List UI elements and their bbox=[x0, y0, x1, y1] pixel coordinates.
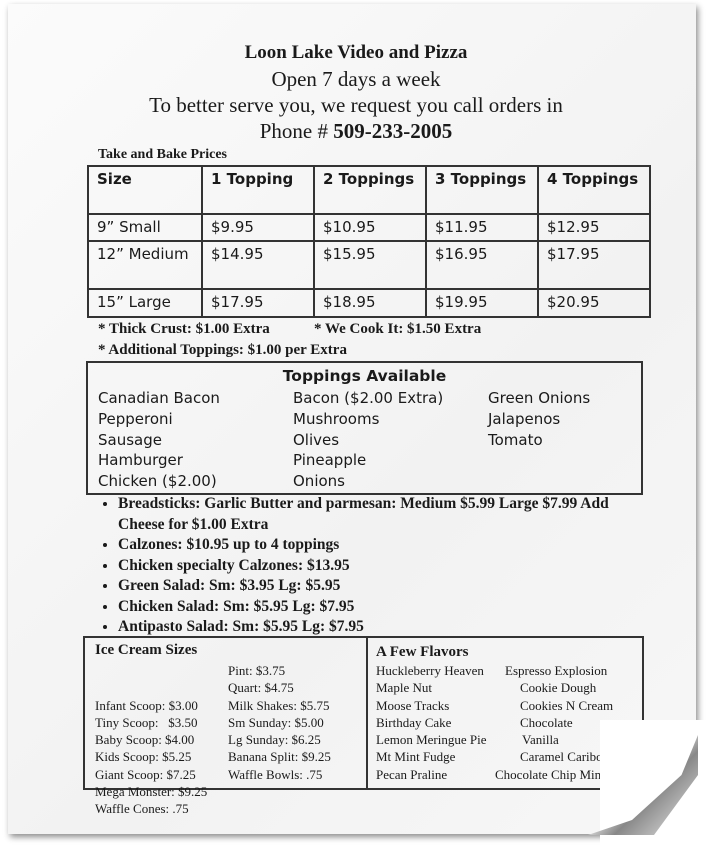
column-header: 4 Toppings bbox=[537, 165, 651, 215]
ice-cream-item: Milk Shakes: $5.75 bbox=[228, 697, 330, 713]
table-row: 9” Small $9.95 $10.95 $11.95 $12.95 bbox=[87, 213, 651, 242]
column-header: 3 Toppings bbox=[425, 165, 539, 215]
table-cell: $15.95 bbox=[313, 240, 427, 290]
flavor-item: Pecan Praline bbox=[376, 766, 448, 782]
table-cell: $20.95 bbox=[537, 288, 651, 318]
toppings-column-1: Canadian Bacon Pepperoni Sausage Hamburger C… bbox=[98, 388, 220, 492]
ice-cream-box: Ice Cream Sizes Infant Scoop: $3.00 Tiny … bbox=[83, 636, 644, 816]
ice-cream-item: Baby Scoop: $4.00 bbox=[95, 732, 195, 748]
column-header: Size bbox=[87, 165, 203, 215]
ice-cream-column-2: Pint: $3.75 Quart: $4.75 Milk Shakes: $5.7… bbox=[228, 662, 331, 783]
flavors-column-1: Huckleberry Heaven Maple Nut Moose Tracks B… bbox=[376, 662, 486, 783]
ice-cream-item: Pint: $3.75 bbox=[228, 663, 286, 678]
flavor-item: Cookie Dough bbox=[520, 680, 597, 696]
phone-number: 509-233-2005 bbox=[333, 119, 453, 143]
topping-item: Olives bbox=[293, 430, 340, 449]
flavor-item: Huckleberry Heaven bbox=[376, 663, 484, 678]
list-item: Chicken Salad: Sm: $5.95 Lg: $7.95 bbox=[118, 597, 638, 618]
table-cell: $14.95 bbox=[201, 240, 315, 290]
topping-item: Green Onions bbox=[488, 389, 591, 407]
flavors-column-2: Espresso Explosion Cookie Dough Cookies N … bbox=[495, 662, 614, 783]
flavors-title: A Few Flavors bbox=[376, 644, 469, 660]
ice-cream-item: Infant Scoop: $3.00 bbox=[95, 697, 198, 713]
hours: Open 7 days a week bbox=[271, 67, 441, 91]
table-cell: $12.95 bbox=[537, 213, 651, 242]
price-table: Size 1 Topping 2 Toppings 3 Toppings 4 T… bbox=[87, 165, 651, 318]
flavor-item: Chocolate Chip Mint bbox=[495, 766, 605, 782]
topping-item: Chicken ($2.00) bbox=[98, 472, 217, 491]
flavor-item: Espresso Explosion bbox=[505, 663, 608, 678]
table-cell: 15” Large bbox=[87, 288, 203, 318]
topping-item: Sausage bbox=[98, 430, 162, 449]
ice-cream-item: Mega Monster: $9.25 bbox=[95, 784, 208, 800]
toppings-box: Toppings Available Canadian Bacon Peppero… bbox=[86, 361, 643, 495]
topping-item: Canadian Bacon bbox=[98, 389, 220, 407]
call-request: To better serve you, we request you call… bbox=[149, 93, 563, 117]
flavor-item: Lemon Meringue Pie bbox=[376, 732, 487, 748]
menu-page bbox=[8, 4, 696, 834]
topping-item: Bacon ($2.00 Extra) bbox=[293, 389, 444, 407]
topping-item: Mushrooms bbox=[293, 409, 380, 428]
ice-cream-item: Giant Scoop: $7.25 bbox=[95, 766, 196, 782]
table-row: 12” Medium $14.95 $15.95 $16.95 $17.95 bbox=[87, 240, 651, 290]
list-item: Antipasto Salad: Sm: $5.95 Lg: $7.95 bbox=[118, 617, 638, 638]
topping-item: Hamburger bbox=[98, 451, 183, 470]
topping-item: Tomato bbox=[488, 430, 543, 449]
table-cell: 9” Small bbox=[87, 213, 203, 242]
business-name: Loon Lake Video and Pizza bbox=[244, 42, 468, 63]
note-thick-crust: * Thick Crust: $1.00 Extra bbox=[98, 321, 270, 337]
column-header: 1 Topping bbox=[201, 165, 315, 215]
list-item: Green Salad: Sm: $3.95 Lg: $5.95 bbox=[118, 576, 638, 597]
column-header: 2 Toppings bbox=[313, 165, 427, 215]
ice-cream-item: Waffle Cones: .75 bbox=[95, 801, 189, 817]
flavor-item: Chocolate bbox=[520, 714, 573, 730]
table-cell: $11.95 bbox=[425, 213, 539, 242]
table-cell: $16.95 bbox=[425, 240, 539, 290]
ice-cream-title: Ice Cream Sizes bbox=[95, 642, 198, 658]
flavor-item: Mt Mint Fudge bbox=[376, 749, 456, 765]
table-cell: 12” Medium bbox=[87, 240, 203, 290]
table-header-row: Size 1 Topping 2 Toppings 3 Toppings 4 T… bbox=[87, 165, 651, 215]
list-item: Calzones: $10.95 up to 4 toppings bbox=[118, 535, 638, 556]
toppings-column-2: Bacon ($2.00 Extra) Mushrooms Olives Pineap… bbox=[293, 388, 443, 492]
phone-label: Phone # bbox=[259, 119, 334, 143]
ice-cream-item: Quart: $4.75 bbox=[228, 680, 294, 696]
flavor-item: Birthday Cake bbox=[376, 714, 452, 730]
take-and-bake-title: Take and Bake Prices bbox=[98, 147, 227, 162]
table-cell: $9.95 bbox=[201, 213, 315, 242]
divider bbox=[366, 638, 368, 788]
table-cell: $10.95 bbox=[313, 213, 427, 242]
ice-cream-column-1: Infant Scoop: $3.00 Tiny Scoop: $3.50 Baby… bbox=[95, 662, 207, 852]
topping-item: Jalapenos bbox=[488, 409, 561, 428]
table-cell: $17.95 bbox=[201, 288, 315, 318]
table-row: 15” Large $17.95 $18.95 $19.95 $20.95 bbox=[87, 288, 651, 318]
toppings-title: Toppings Available bbox=[282, 367, 447, 385]
ice-cream-item: Lg Sunday: $6.25 bbox=[228, 732, 321, 748]
note-additional-toppings: * Additional Toppings: $1.00 per Extra bbox=[98, 342, 347, 358]
list-item: Chicken specialty Calzones: $13.95 bbox=[118, 556, 638, 577]
ice-cream-item: Sm Sunday: $5.00 bbox=[228, 714, 324, 730]
ice-cream-item: Kids Scoop: $5.25 bbox=[95, 749, 192, 765]
topping-item: Pepperoni bbox=[98, 409, 173, 428]
menu-items-list: Breadsticks: Garlic Butter and parmesan:… bbox=[98, 494, 638, 638]
phone-line: Phone # 509-233-2005 bbox=[0, 119, 712, 144]
flavor-item: Caramel Caribou bbox=[520, 749, 610, 765]
topping-item: Onions bbox=[293, 472, 345, 491]
ice-cream-item: Waffle Bowls: .75 bbox=[228, 766, 323, 782]
ice-cream-item: Tiny Scoop: $3.50 bbox=[95, 714, 198, 730]
table-cell: $19.95 bbox=[425, 288, 539, 318]
note-we-cook-it: * We Cook It: $1.50 Extra bbox=[314, 321, 482, 337]
table-cell: $18.95 bbox=[313, 288, 427, 318]
flavor-item: Vanilla bbox=[522, 732, 559, 748]
table-cell: $17.95 bbox=[537, 240, 651, 290]
toppings-column-3: Green Onions Jalapenos Tomato bbox=[488, 388, 590, 450]
ice-cream-item: Banana Split: $9.25 bbox=[228, 749, 331, 765]
flavor-item: Cookies N Cream bbox=[520, 697, 614, 713]
topping-item: Pineapple bbox=[293, 451, 367, 470]
list-item: Breadsticks: Garlic Butter and parmesan:… bbox=[118, 494, 638, 535]
flavor-item: Maple Nut bbox=[376, 680, 432, 696]
flavor-item: Moose Tracks bbox=[376, 697, 450, 713]
